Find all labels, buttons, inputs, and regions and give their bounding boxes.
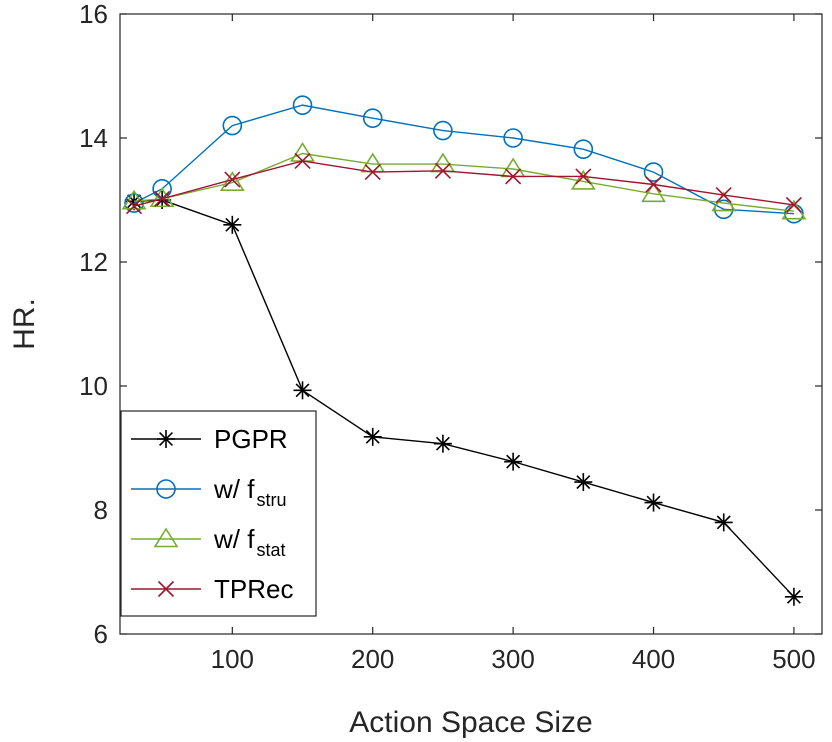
y-tick-label: 14 [79, 123, 108, 153]
data-point [644, 493, 663, 512]
series-line [133, 104, 794, 215]
data-point [433, 434, 452, 453]
legend-subscript: stat [256, 540, 285, 560]
data-point [645, 176, 662, 193]
legend-entry: PGPR [131, 424, 288, 454]
x-tick-label: 200 [351, 644, 394, 674]
data-point [711, 191, 737, 212]
y-tick-label: 6 [94, 619, 108, 649]
data-point [125, 198, 143, 215]
data-point [363, 427, 382, 446]
legend-marker [157, 430, 175, 448]
legend-marker [153, 527, 179, 548]
data-point [643, 162, 664, 182]
data-point [505, 168, 522, 185]
x-tick-label: 100 [211, 644, 254, 674]
plot-area [119, 13, 823, 635]
data-point [574, 473, 593, 492]
data-point [715, 186, 732, 204]
data-point [224, 171, 241, 188]
data-point [570, 169, 596, 190]
legend-box [120, 410, 317, 617]
series-triangle [121, 141, 807, 220]
data-point [433, 120, 453, 141]
data-point [575, 168, 592, 185]
data-point [223, 215, 242, 234]
x-tick-label: 400 [632, 644, 675, 674]
legend-marker [157, 580, 175, 598]
y-tick-label: 8 [94, 495, 108, 525]
plot-border [119, 13, 823, 635]
legend-label: PGPR [214, 424, 288, 454]
data-point [364, 164, 381, 181]
data-point [503, 128, 523, 148]
x-tick-label: 500 [772, 644, 815, 674]
data-point [294, 152, 311, 170]
y-axis-title: HR. [8, 298, 41, 350]
data-point [714, 513, 733, 532]
data-point [292, 95, 313, 115]
data-point [573, 139, 594, 159]
legend-marker [156, 479, 176, 499]
x-axis-title: Action Space Size [349, 706, 592, 739]
series-line [133, 152, 794, 212]
data-point [785, 196, 802, 214]
x-tick-label: 300 [491, 644, 534, 674]
series-x [125, 152, 802, 215]
legend-entry: TPRec [131, 574, 293, 604]
y-tick-label: 10 [79, 371, 108, 401]
legend-label: TPRec [214, 574, 293, 604]
data-point [713, 199, 734, 220]
series-layer [121, 95, 807, 606]
data-point [504, 452, 523, 471]
y-tick-label: 16 [79, 0, 108, 29]
axis-ticks: 100 200 300 400 500 6 8 10 12 14 16 [79, 0, 822, 674]
data-point [293, 381, 312, 400]
series-asterisk [125, 191, 803, 606]
data-point [434, 162, 451, 179]
series-circle [124, 95, 804, 224]
legend-subscript: stru [256, 490, 286, 510]
data-point [641, 182, 666, 203]
data-point [222, 115, 243, 136]
data-point [154, 190, 171, 207]
y-tick-label: 12 [79, 247, 108, 277]
data-point [784, 587, 803, 606]
data-point [362, 108, 383, 128]
